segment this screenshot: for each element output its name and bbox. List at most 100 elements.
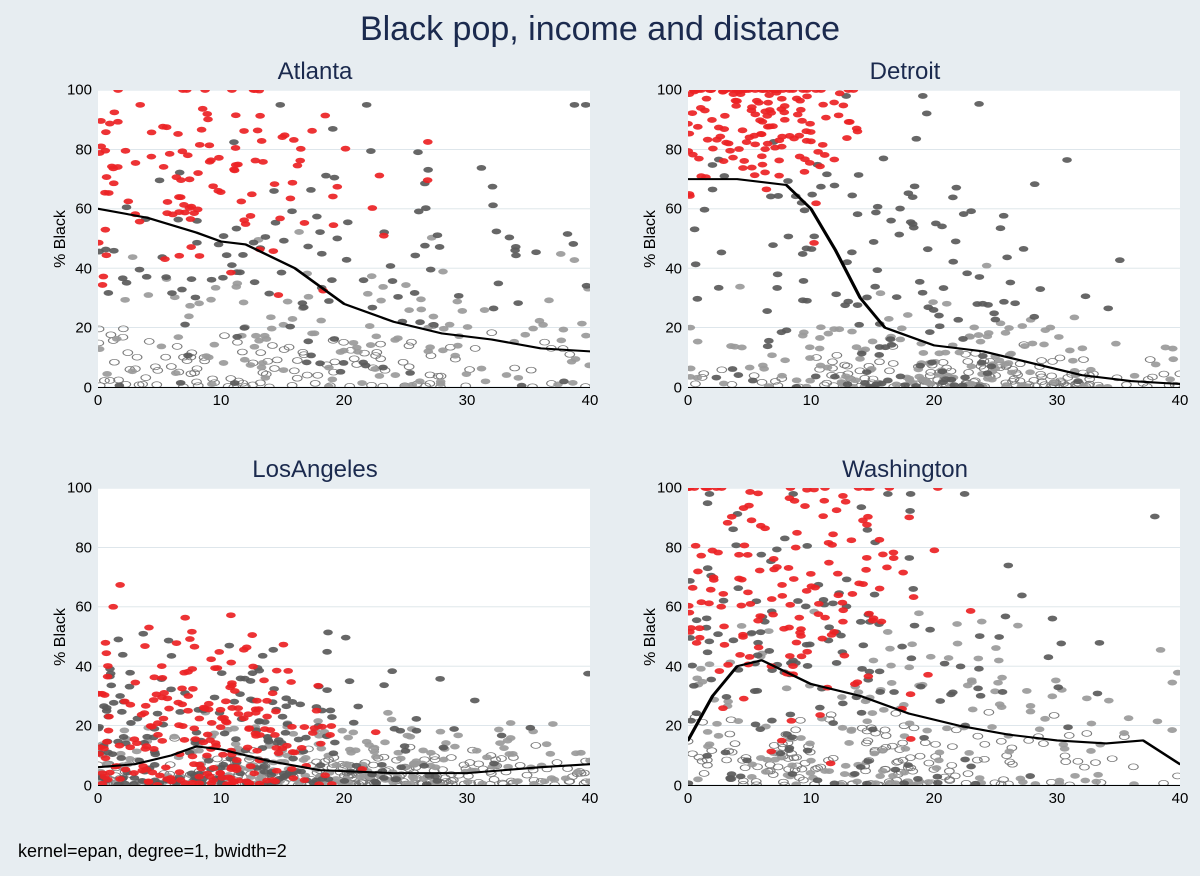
scatter-point-red <box>760 146 770 152</box>
scatter-point-red <box>854 488 864 491</box>
scatter-point-red <box>137 712 147 718</box>
scatter-point-darkgray <box>883 491 893 497</box>
scatter-point-darkgray <box>430 774 440 780</box>
scatter-point-gray <box>868 339 878 345</box>
scatter-point-red <box>906 736 916 742</box>
scatter-point-red <box>272 668 282 674</box>
scatter-point-gray <box>174 334 184 340</box>
scatter-point-gray <box>851 377 861 383</box>
scatter-point-darkgray <box>847 249 857 255</box>
scatter-point-red <box>293 163 303 169</box>
scatter-point-red <box>135 102 145 108</box>
scatter-point-darkgray <box>946 691 956 697</box>
scatter-point-red <box>297 745 307 751</box>
scatter-point-open <box>313 372 323 378</box>
scatter-point-red <box>820 488 830 491</box>
scatter-point-open <box>461 383 471 387</box>
scatter-point-gray <box>934 757 944 763</box>
scatter-point-darkgray <box>229 139 239 145</box>
y-tick-label: 40 <box>75 658 92 675</box>
scatter-point-gray <box>348 730 358 736</box>
scatter-point-red <box>840 653 850 659</box>
scatter-point-darkgray <box>176 380 186 386</box>
scatter-point-darkgray <box>871 210 881 216</box>
scatter-point-open <box>796 717 806 723</box>
scatter-point-darkgray <box>513 300 523 306</box>
scatter-point-gray <box>942 725 952 731</box>
scatter-point-red <box>827 632 837 638</box>
scatter-point-darkgray <box>714 285 724 291</box>
scatter-point-gray <box>1013 623 1023 629</box>
scatter-point-red <box>176 177 186 183</box>
scatter-point-darkgray <box>341 635 351 641</box>
scatter-point-gray <box>1068 358 1078 364</box>
scatter-point-gray <box>453 732 463 738</box>
scatter-point-darkgray <box>278 714 288 720</box>
scatter-point-darkgray <box>433 232 443 238</box>
scatter-point-gray <box>976 339 986 345</box>
scatter-point-darkgray <box>857 351 867 357</box>
scatter-point-darkgray <box>489 306 499 312</box>
scatter-point-darkgray <box>349 720 359 726</box>
scatter-point-darkgray <box>287 208 297 214</box>
scatter-point-gray <box>703 729 713 735</box>
scatter-point-gray <box>994 658 1004 664</box>
scatter-point-darkgray <box>728 526 738 532</box>
scatter-point-darkgray <box>767 718 777 724</box>
scatter-point-gray <box>495 740 505 746</box>
scatter-point-open <box>141 375 151 381</box>
scatter-point-darkgray <box>987 363 997 369</box>
scatter-point-darkgray <box>306 187 316 193</box>
scatter-point-gray <box>895 336 905 342</box>
scatter-point-gray <box>991 645 1001 651</box>
scatter-point-gray <box>983 333 993 339</box>
smooth-line <box>688 660 1180 764</box>
scatter-point-red <box>279 642 289 648</box>
y-tick-label: 0 <box>674 778 682 795</box>
scatter-point-open <box>1037 358 1047 364</box>
scatter-point-darkgray <box>862 295 872 301</box>
scatter-point-red <box>809 240 819 246</box>
scatter-point-gray <box>745 365 755 371</box>
scatter-point-open <box>931 741 941 747</box>
scatter-point-red <box>768 612 778 618</box>
scatter-point-red <box>811 200 821 206</box>
scatter-point-red <box>864 673 874 679</box>
scatter-point-gray <box>1086 748 1096 754</box>
scatter-point-gray <box>450 353 460 359</box>
scatter-point-darkgray <box>1081 293 1091 299</box>
scatter-point-red <box>252 748 262 754</box>
scatter-point-red <box>98 282 107 288</box>
scatter-point-darkgray <box>361 363 371 369</box>
scatter-point-gray <box>219 360 229 366</box>
scatter-point-gray <box>815 335 825 341</box>
scatter-point-darkgray <box>886 336 896 342</box>
scatter-point-gray <box>1017 323 1027 329</box>
scatter-point-open <box>144 339 154 345</box>
scatter-point-red <box>130 736 140 742</box>
scatter-point-red <box>102 252 112 258</box>
y-axis-ticks: 020406080100 <box>68 488 96 786</box>
scatter-point-darkgray <box>725 775 735 781</box>
scatter-point-open <box>151 364 161 370</box>
scatter-point-darkgray <box>688 780 693 785</box>
scatter-point-red <box>688 610 694 616</box>
scatter-point-red <box>787 718 797 724</box>
scatter-point-gray <box>888 773 898 779</box>
scatter-point-red <box>368 205 378 211</box>
y-axis-ticks: 020406080100 <box>658 90 686 388</box>
scatter-point-gray <box>1165 376 1175 382</box>
scatter-point-red <box>247 632 257 638</box>
scatter-point-open <box>888 743 898 749</box>
scatter-point-gray <box>502 372 512 378</box>
scatter-point-red <box>834 112 844 118</box>
scatter-point-gray <box>816 324 826 330</box>
scatter-point-gray <box>463 779 473 785</box>
scatter-point-darkgray <box>897 644 907 650</box>
scatter-point-gray <box>396 756 406 762</box>
panel-detroit: Detroit% Black020406080100010203040 <box>630 60 1180 418</box>
scatter-point-darkgray <box>180 322 190 328</box>
scatter-point-darkgray <box>838 700 848 706</box>
scatter-point-open <box>290 368 300 374</box>
scatter-point-gray <box>436 729 446 735</box>
